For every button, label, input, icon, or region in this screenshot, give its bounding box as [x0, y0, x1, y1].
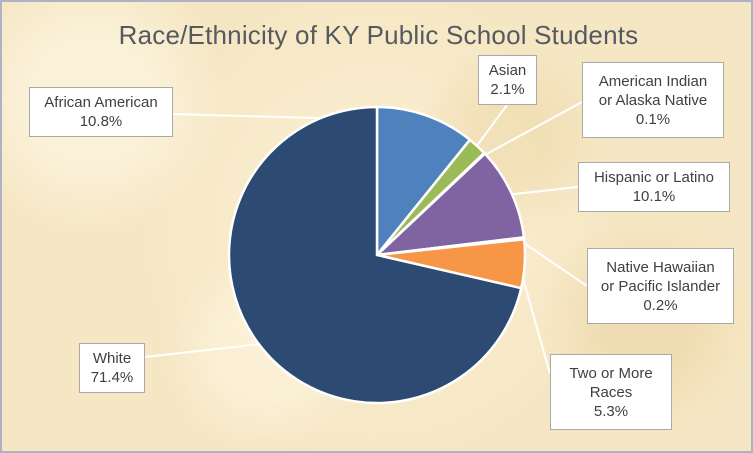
- label-value: 71.4%: [90, 369, 134, 386]
- label-value: 2.1%: [490, 81, 525, 98]
- pie-slice-hispanic-or-latino: [373, 151, 526, 257]
- pie-slices: [227, 105, 527, 405]
- label-name: Hispanic or Latino: [593, 169, 715, 186]
- leader-line: [517, 263, 551, 375]
- label-name: Asian: [488, 62, 527, 79]
- label-white: White 71.4%: [79, 343, 145, 393]
- label-value: 10.1%: [632, 188, 676, 205]
- label-value: 10.8%: [79, 113, 123, 130]
- label-native-hawaiian: Native Hawaiian or Pacific Islander 0.2%: [587, 248, 734, 324]
- leader-line: [144, 342, 267, 358]
- leader-line: [505, 186, 579, 196]
- label-name: Native Hawaiian or Pacific Islander: [600, 258, 721, 295]
- label-african-american: African American 10.8%: [29, 87, 173, 137]
- chart-title: Race/Ethnicity of KY Public School Stude…: [118, 20, 639, 50]
- leader-line: [479, 101, 583, 159]
- label-asian: Asian 2.1%: [478, 55, 537, 105]
- label-value: 5.3%: [593, 402, 629, 420]
- label-value: 0.1%: [635, 110, 671, 128]
- leader-line: [517, 238, 588, 287]
- label-value: 0.2%: [643, 296, 678, 314]
- pie-slice-african-american: [375, 105, 472, 259]
- label-name: White: [92, 350, 132, 367]
- label-hispanic-latino: Hispanic or Latino 10.1%: [578, 162, 730, 212]
- label-name: African American: [44, 94, 158, 111]
- pie-slice-white: [227, 105, 523, 405]
- label-name: American Indian or Alaska Native: [598, 72, 708, 109]
- label-name: Two or More Races: [569, 364, 653, 401]
- label-american-indian: American Indian or Alaska Native 0.1%: [582, 62, 724, 138]
- label-two-or-more-races: Two or More Races 5.3%: [550, 354, 672, 430]
- leader-line: [472, 104, 508, 152]
